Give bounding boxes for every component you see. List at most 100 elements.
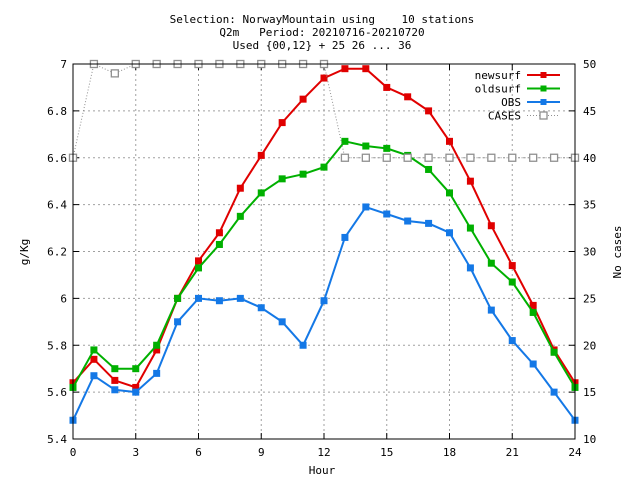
legend-marker	[540, 85, 547, 92]
y2-tick-label: 25	[583, 292, 596, 305]
x-tick-label: 15	[380, 446, 393, 459]
data-point	[466, 264, 474, 272]
data-point	[132, 388, 140, 396]
y2-tick-label: 10	[583, 433, 596, 446]
x-tick-label: 6	[195, 446, 202, 459]
x-tick-label: 3	[132, 446, 139, 459]
data-point	[341, 65, 349, 73]
y2-tick-label: 35	[583, 199, 596, 212]
data-point	[341, 137, 349, 145]
data-point	[299, 341, 307, 349]
data-point	[257, 189, 265, 197]
x-axis-title: Hour	[309, 464, 336, 477]
title-line-2: Q2m Period: 20210716-20210720	[219, 26, 424, 39]
data-point	[550, 388, 558, 396]
data-point	[466, 177, 474, 185]
data-point	[446, 229, 453, 237]
axis-tick-labels: 0 3 6 9 12 15 18 21 24 5.4 5.6 5.8 6 6.2 6.4 6.6 6.8 7 10 1…	[47, 58, 596, 459]
data-point	[236, 294, 244, 302]
title-line-1: Selection: NorwayMountain using 10 stati…	[170, 13, 475, 26]
data-point	[550, 348, 558, 356]
data-point	[341, 233, 349, 241]
y2-tick-label: 50	[583, 58, 596, 71]
data-point	[110, 69, 119, 78]
data-point	[278, 119, 286, 127]
data-point	[195, 257, 202, 265]
data-point	[299, 95, 307, 103]
data-point	[425, 165, 433, 173]
data-point	[111, 365, 119, 373]
x-tick-label: 24	[568, 446, 582, 459]
legend-marker	[540, 72, 547, 78]
data-point	[508, 153, 517, 162]
data-point	[299, 170, 307, 178]
data-point	[549, 153, 559, 162]
y-tick-label: 7	[60, 58, 67, 71]
data-point	[404, 217, 412, 225]
data-point	[508, 278, 516, 286]
data-point	[529, 308, 537, 316]
data-point	[445, 153, 454, 162]
legend-item-obs: OBS	[501, 96, 560, 109]
data-point	[466, 153, 475, 162]
legend-marker	[539, 111, 548, 120]
data-point	[508, 262, 516, 270]
data-point	[174, 294, 182, 302]
data-point	[362, 65, 370, 73]
data-point	[529, 301, 537, 309]
series-obs	[69, 203, 579, 424]
data-point	[111, 376, 119, 384]
y-tick-label: 6.8	[47, 105, 67, 118]
data-point	[362, 203, 370, 211]
data-point	[257, 151, 265, 159]
y2-tick-label: 15	[583, 386, 596, 399]
data-point	[257, 304, 265, 312]
data-point	[383, 83, 391, 91]
data-point	[446, 189, 453, 197]
data-point	[278, 318, 286, 326]
data-point	[487, 306, 495, 314]
data-point	[236, 184, 244, 192]
data-point	[215, 229, 223, 237]
x-tick-label: 18	[443, 446, 456, 459]
y-tick-label: 5.4	[47, 433, 67, 446]
legend-label: OBS	[501, 96, 521, 109]
data-point	[90, 372, 98, 380]
data-point	[340, 153, 350, 162]
data-point	[132, 365, 140, 373]
legend-item-oldsurf: oldsurf	[475, 83, 560, 96]
y-tick-label: 6.2	[47, 246, 67, 259]
data-point	[153, 369, 161, 377]
data-point	[320, 163, 328, 171]
x-tick-label: 21	[506, 446, 519, 459]
x-tick-label: 0	[70, 446, 77, 459]
data-point	[361, 153, 370, 162]
data-point	[153, 341, 161, 349]
data-point	[383, 144, 391, 152]
data-point	[404, 93, 412, 101]
x-tick-label: 12	[317, 446, 330, 459]
data-point	[487, 259, 495, 267]
data-point	[425, 219, 433, 227]
y-tick-label: 6	[60, 292, 67, 305]
data-point	[236, 212, 244, 220]
y-tick-label: 5.8	[47, 339, 67, 352]
legend-label: oldsurf	[475, 83, 521, 96]
data-point	[174, 318, 182, 326]
data-point	[362, 142, 370, 150]
data-point	[320, 297, 328, 305]
y2-tick-label: 30	[583, 246, 596, 259]
data-point	[195, 264, 202, 272]
data-point	[529, 360, 537, 368]
legend-marker	[540, 99, 547, 105]
data-point	[425, 107, 433, 115]
data-point	[487, 153, 496, 162]
legend-label: CASES	[488, 110, 521, 123]
x-tick-label: 9	[258, 446, 265, 459]
y2-tick-label: 40	[583, 152, 596, 165]
data-point	[383, 210, 391, 218]
data-point	[466, 224, 474, 232]
data-point	[278, 175, 286, 183]
data-point	[215, 240, 223, 248]
